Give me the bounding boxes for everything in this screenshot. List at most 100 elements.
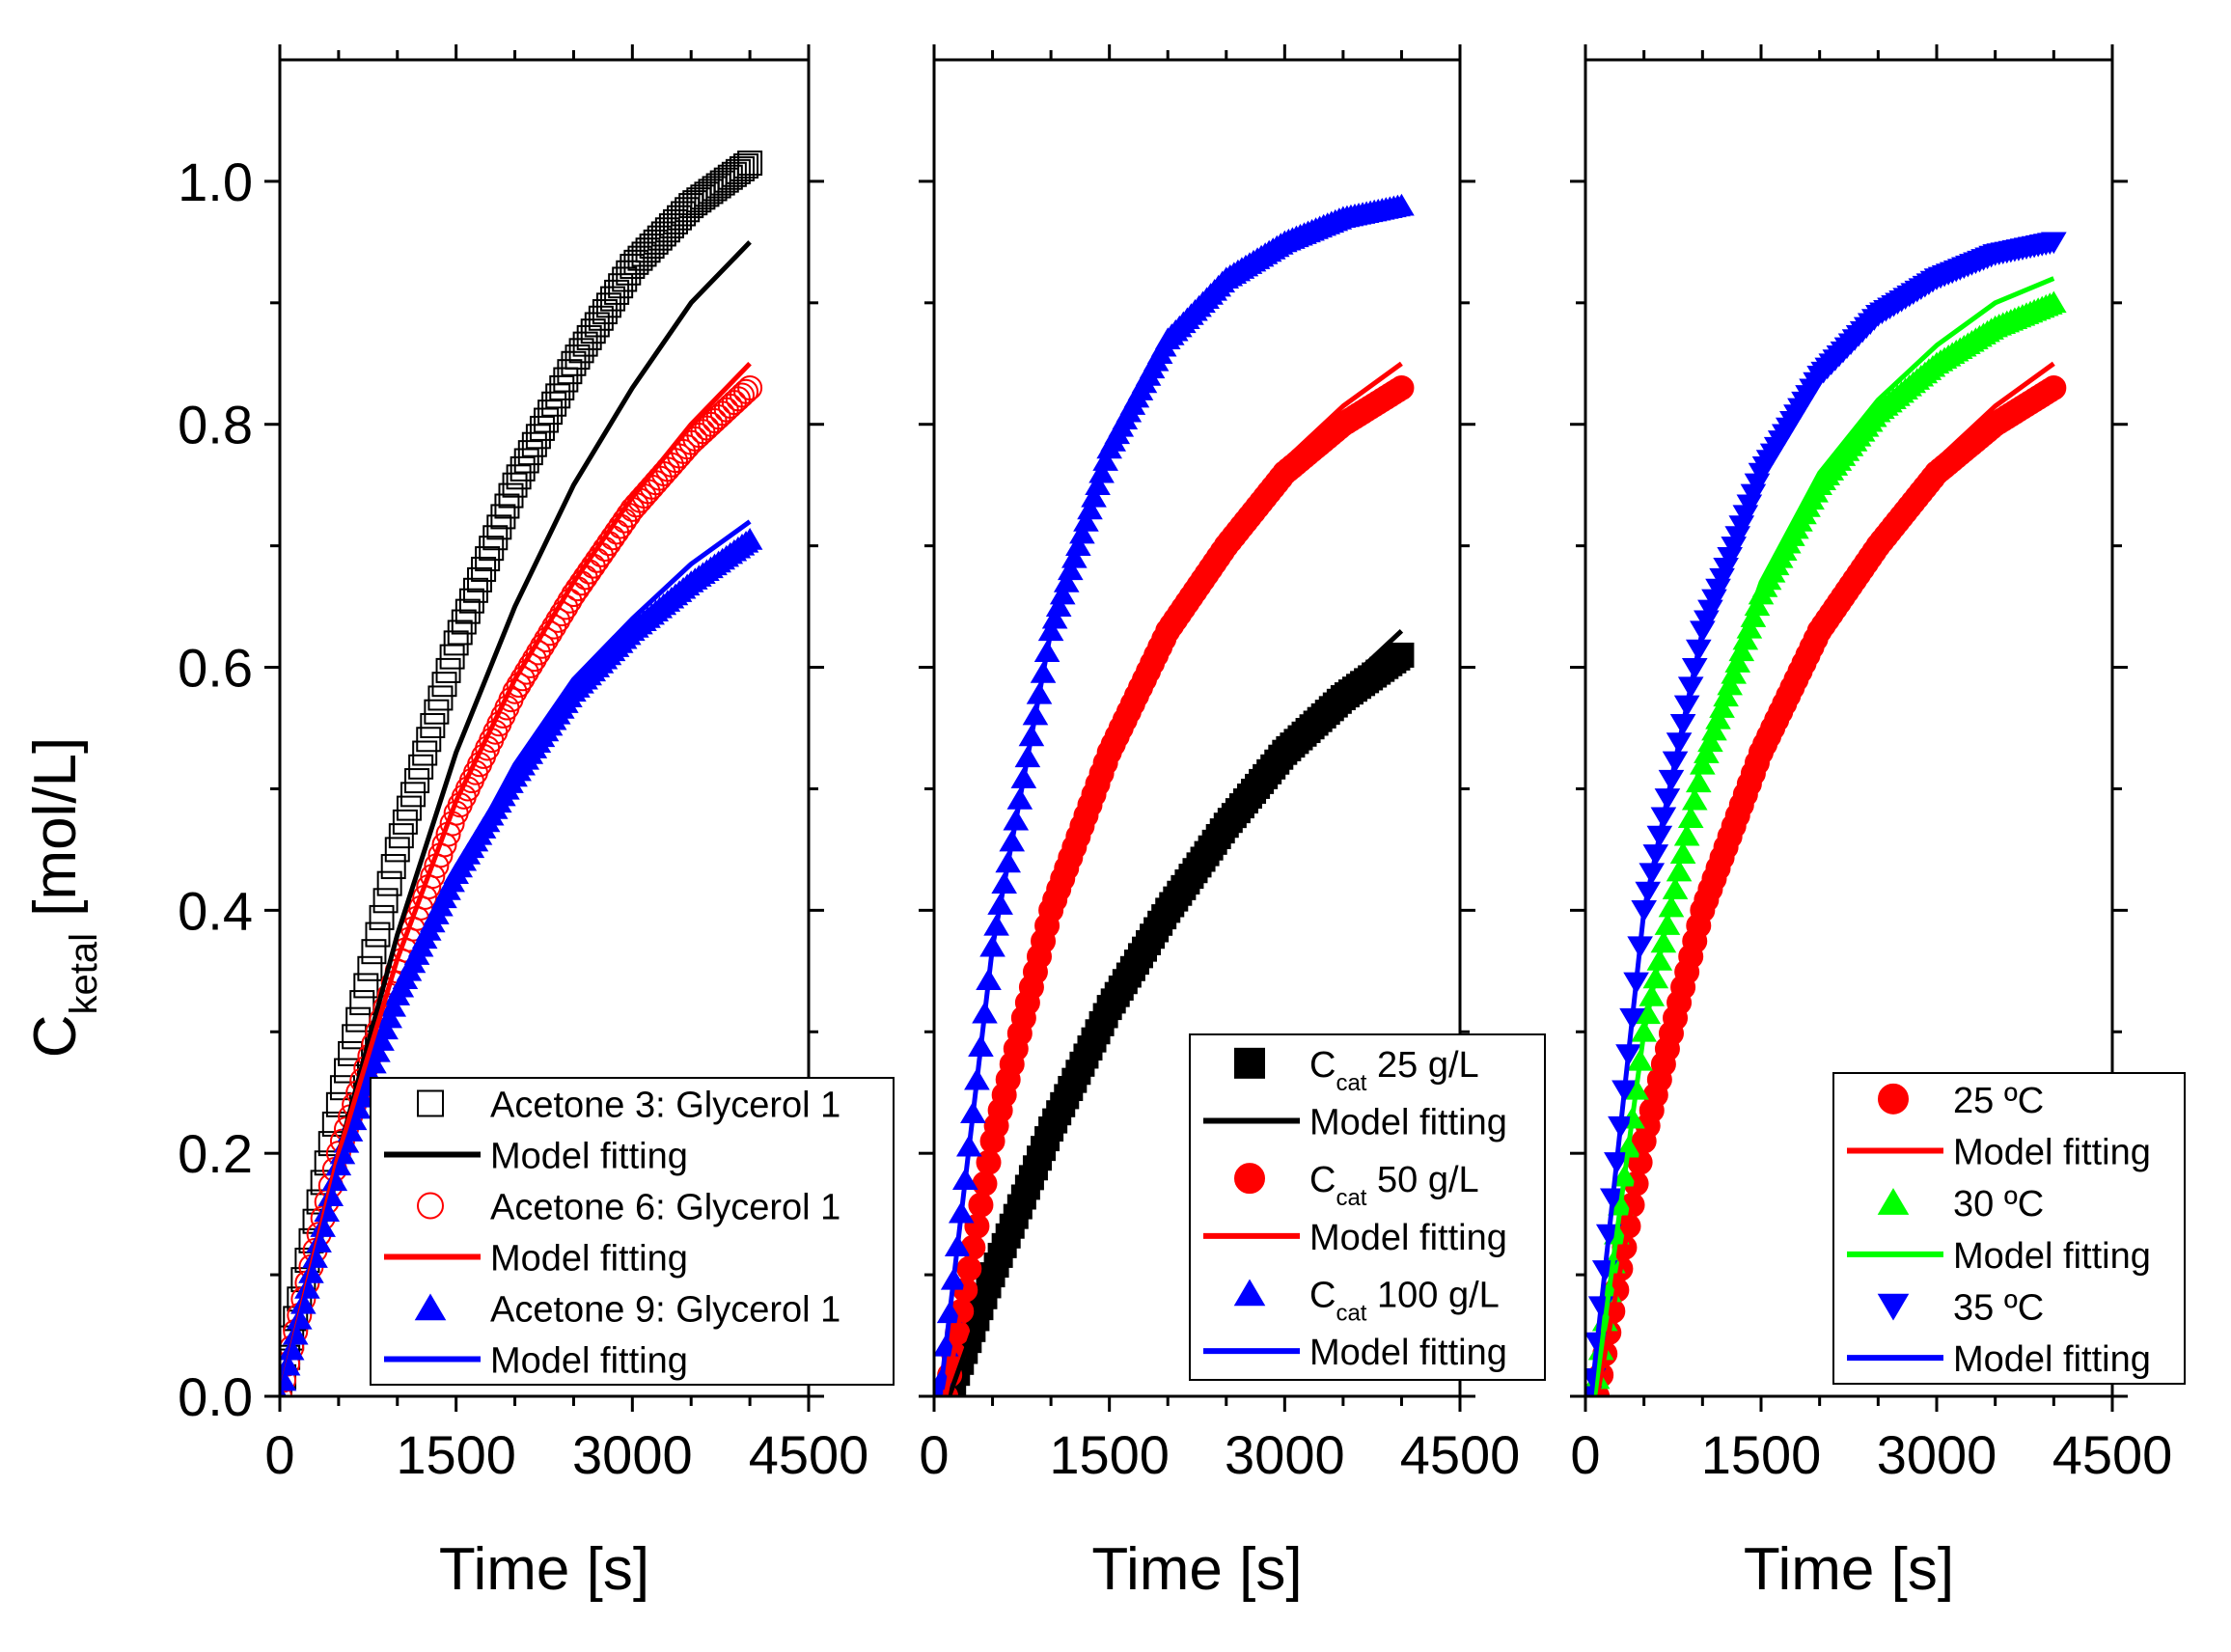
data-point [2041,232,2067,255]
legend-box [1832,1072,2186,1385]
data-point [357,955,383,981]
series-5-markers [1585,232,2067,1396]
data-point [529,415,555,441]
legend-marker-swatch [1877,1188,1910,1215]
legend-panel-2: Ccat 25 g/L Model fitting Ccat 50 g/L Model… [1189,1033,1546,1381]
data-point [517,440,543,466]
data-point [338,1040,364,1066]
y-tick-label: 0.0 [178,1366,253,1427]
plot-frame [278,58,811,1398]
legend-label: Ccat 100 g/L [1309,1276,1500,1327]
data-point [435,657,461,683]
legend-label-rest: 25 g/L [1366,1045,1478,1086]
data-point [451,609,477,635]
data-point [549,374,575,400]
data-point [365,922,391,948]
legend-label: Model fitting [1309,1218,1507,1258]
legend-marker-swatch [1234,1047,1265,1079]
legend-marker-swatch [1234,1163,1265,1195]
data-point [494,493,520,519]
y-tick-label: 0.4 [178,880,253,941]
data-point [545,383,571,409]
legend-marker-swatch [1877,1293,1910,1321]
legend-label: Model fitting [1309,1103,1507,1143]
legend-label: Ccat 25 g/L [1309,1045,1479,1096]
panel-2-axes: 0 1500 3000 4500 Time [s] [919,44,1520,1603]
legend-item: Model fitting [1847,1339,2151,1380]
legend-label: 25 ºC [1953,1081,2044,1121]
data-point [380,854,406,880]
legend-label-main: Acetone 3: Glycerol 1 [490,1086,840,1126]
data-point [502,472,528,498]
x-tick-label: 3000 [572,1424,693,1485]
data-point [525,424,551,450]
y-tick-label: 1.0 [178,151,253,212]
legend-label: Model fitting [1953,1133,2151,1173]
y-tick-label: 0.6 [178,638,253,699]
x-tick-label: 4500 [1400,1424,1521,1485]
x-tick-label: 0 [919,1424,949,1485]
data-point [424,699,450,725]
legend-label: 30 ºC [1953,1184,2044,1225]
plot-area [1585,232,2067,1396]
legend-item: Acetone 6: Glycerol 1 [417,1188,840,1228]
data-point [534,407,560,433]
y-tick-label: 0.8 [178,395,253,455]
plot-frame [1584,58,2114,1398]
legend-item: Acetone 3: Glycerol 1 [417,1086,840,1126]
legend-label-main: Model fitting [490,1239,688,1280]
y-axis-title-unit: [mol/L] [22,737,89,933]
legend-label-main: Model fitting [1953,1339,2151,1380]
legend-marker-swatch [417,1089,444,1117]
legend-label-main: 30 ºC [1953,1184,2044,1225]
data-point [513,448,539,474]
legend-label-main: C [1309,1045,1336,1086]
legend-item: Model fitting [1203,1103,1507,1143]
legend-item: Model fitting [1203,1218,1507,1258]
legend-item: Model fitting [384,1239,688,1280]
x-tick-label: 0 [1570,1424,1600,1485]
data-point [482,525,509,551]
legend-label-main: Model fitting [1953,1236,2151,1277]
legend-label-main: C [1309,1276,1336,1316]
legend-label: Model fitting [1953,1339,2151,1380]
legend-label-main: C [1309,1160,1336,1200]
data-point [471,556,497,582]
data-point [404,768,430,794]
data-point [2041,374,2067,400]
plot-area [934,193,1415,1396]
legend-item: Ccat 100 g/L [1233,1276,1500,1327]
data-point [396,795,422,821]
data-point [388,823,414,849]
legend-item: 25 ºC [1878,1081,2044,1121]
x-tick-label: 1500 [396,1424,516,1485]
legend-label-rest: 50 g/L [1366,1160,1478,1200]
data-point [334,1058,360,1084]
x-axis-title: Time [s] [439,1536,649,1603]
data-point [479,536,505,562]
data-point [486,514,512,540]
legend-label-main: Acetone 6: Glycerol 1 [490,1188,840,1228]
model-fit-line [280,362,752,1396]
panel-3 [1585,232,2067,1396]
data-point [412,740,438,766]
legend-label-sub: cat [1336,1185,1366,1211]
legend-label-main: Model fitting [1309,1218,1507,1258]
data-point [521,431,547,457]
data-point [416,727,442,753]
legend-item: Model fitting [384,1137,688,1177]
legend-label-main: 25 ºC [1953,1081,2044,1121]
legend-box [1189,1033,1546,1381]
y-tick-label: 0.2 [178,1123,253,1184]
data-point [729,155,755,181]
legend-label-main: Model fitting [490,1341,688,1382]
data-point [729,382,755,408]
curves-layer [280,151,2067,1396]
model-fit-line [1585,361,2055,1396]
data-point [427,685,454,711]
legend-item: Acetone 9: Glycerol 1 [414,1290,840,1331]
data-point [458,588,484,614]
x-axis-title: Time [s] [1091,1536,1302,1603]
data-point [376,870,402,896]
